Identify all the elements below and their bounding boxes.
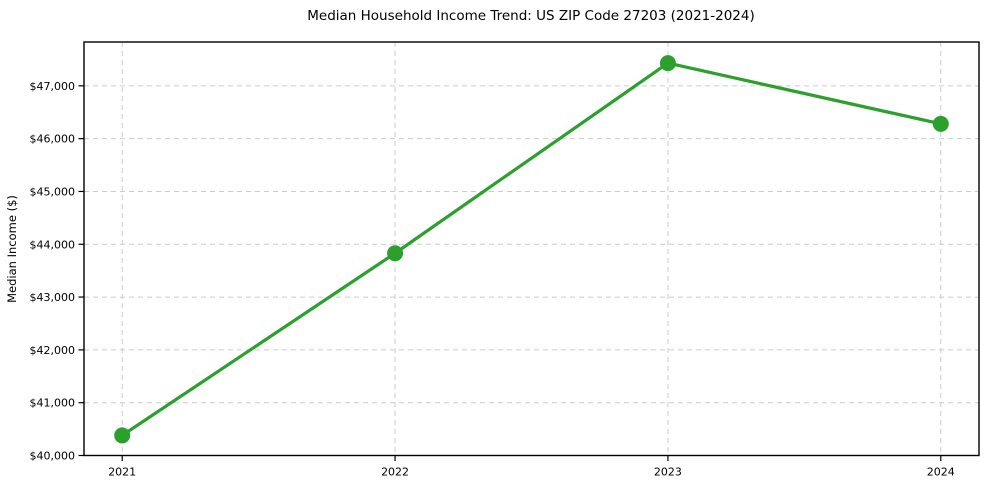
y-axis-label: Median Income ($) [5, 195, 19, 303]
plot-border [83, 41, 980, 457]
x-tick-label: 2022 [381, 466, 409, 479]
y-tick-label: $41,000 [30, 397, 76, 410]
data-point-marker [114, 427, 131, 444]
y-tick-label: $40,000 [30, 450, 76, 463]
data-point-marker [932, 115, 949, 132]
y-tick-label: $47,000 [30, 80, 76, 93]
x-tick-label: 2024 [927, 466, 955, 479]
data-series [114, 55, 949, 444]
y-tick-label: $44,000 [30, 238, 76, 251]
y-tick-label: $46,000 [30, 133, 76, 146]
x-tick-label: 2021 [108, 466, 136, 479]
chart-title: Median Household Income Trend: US ZIP Co… [307, 8, 755, 24]
y-tick-label: $42,000 [30, 344, 76, 357]
y-tick-label: $43,000 [30, 291, 76, 304]
x-tick-label: 2023 [654, 466, 682, 479]
axes: $40,000 $41,000 $42,000 $43,000 $44,000 $45,0… [30, 41, 980, 479]
gridlines [84, 42, 979, 456]
data-point-marker [659, 55, 676, 72]
data-point-marker [387, 245, 404, 262]
y-tick-label: $45,000 [30, 185, 76, 198]
trend-line [120, 61, 943, 438]
